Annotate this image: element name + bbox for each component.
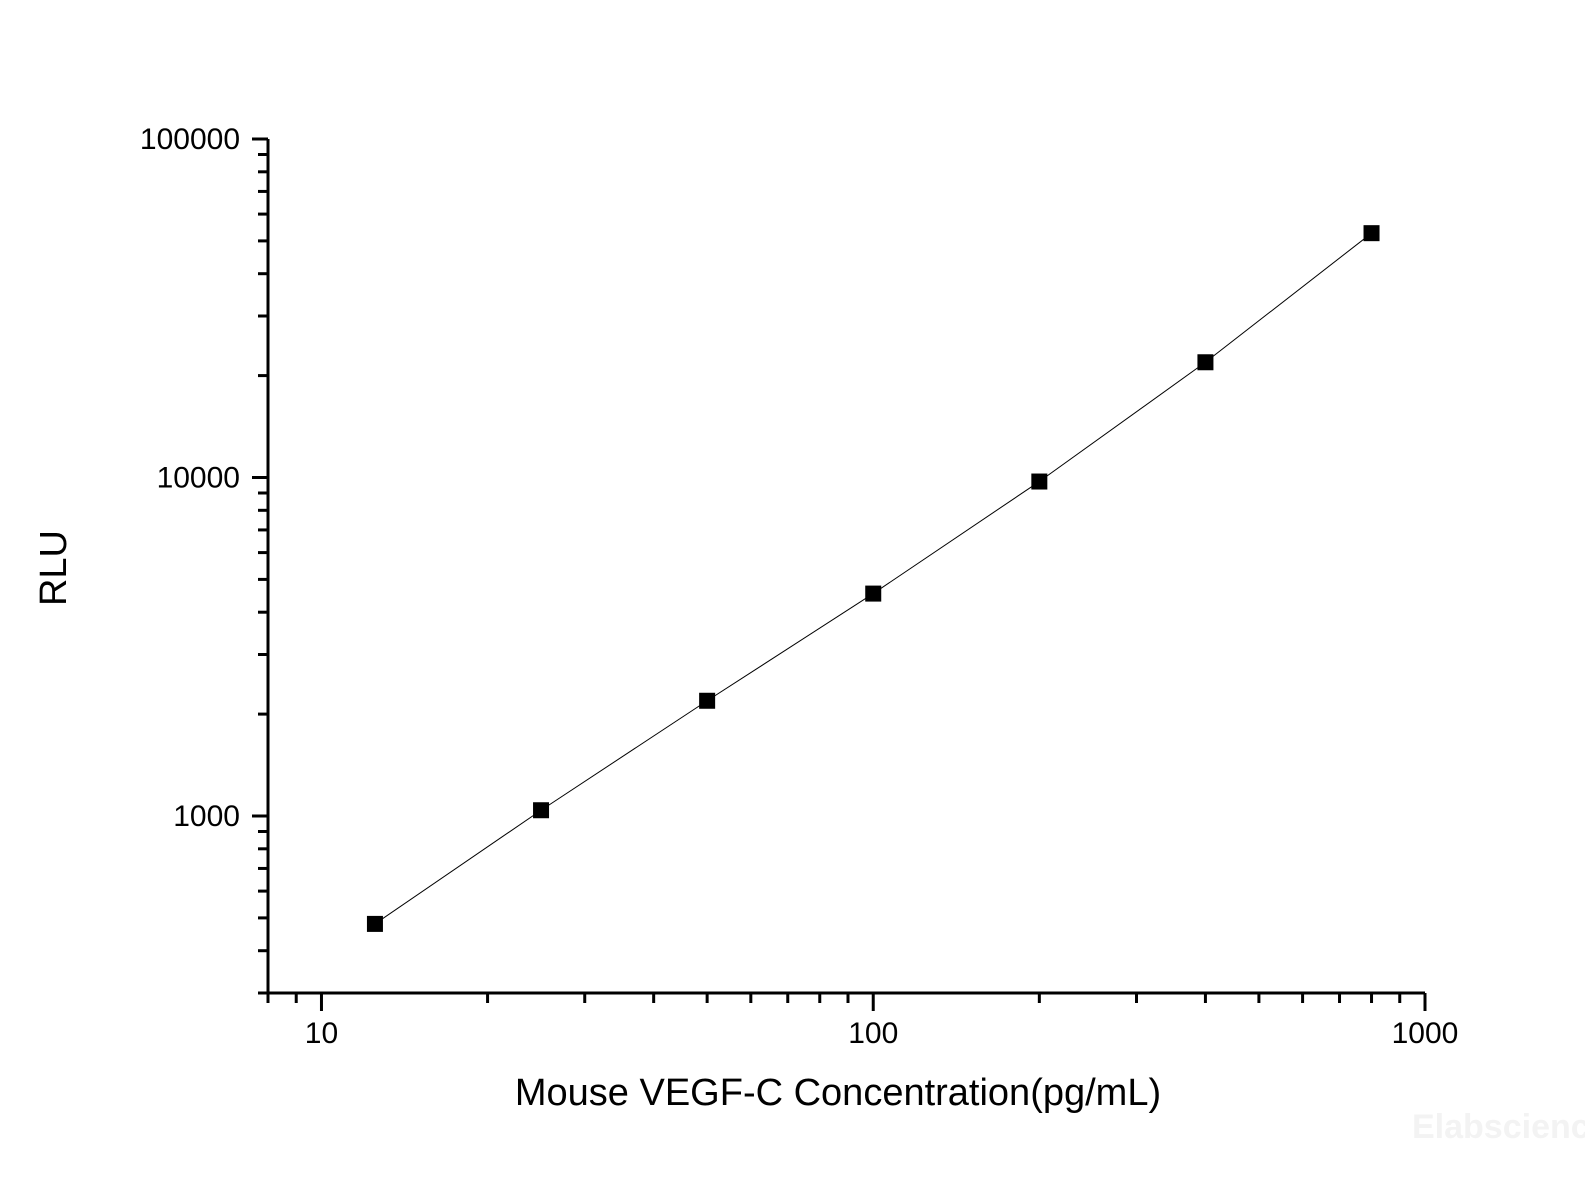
data-point: [699, 692, 716, 709]
y-tick-label: 1000: [173, 800, 240, 833]
curve-segment: [540, 700, 708, 811]
ticks: 1000 10000 100000 10 100 1000: [140, 123, 1458, 1050]
data-point: [1363, 225, 1380, 242]
y-axis-title: RLU: [33, 530, 75, 606]
data-point: [1031, 473, 1048, 490]
curve-segment: [872, 481, 1040, 595]
data-point: [865, 585, 882, 602]
data-point: [366, 915, 383, 932]
y-tick-label: 100000: [140, 123, 240, 156]
curve-segment: [1205, 232, 1372, 363]
curve-segment: [1039, 361, 1206, 482]
watermark: Elabscience: [1412, 1108, 1585, 1146]
x-axis-title: Mouse VEGF-C Concentration(pg/mL): [515, 1072, 1161, 1114]
data-point: [533, 802, 550, 819]
x-tick-label: 10: [305, 1017, 338, 1050]
x-tick-label: 100: [848, 1017, 898, 1050]
axes: [266, 139, 1425, 995]
y-tick-label: 10000: [157, 462, 240, 495]
curve-segment: [706, 593, 874, 702]
data-point: [1197, 354, 1214, 371]
x-tick-label: 1000: [1392, 1017, 1459, 1050]
plot-area: [366, 225, 1380, 932]
curve-segment: [374, 809, 542, 925]
